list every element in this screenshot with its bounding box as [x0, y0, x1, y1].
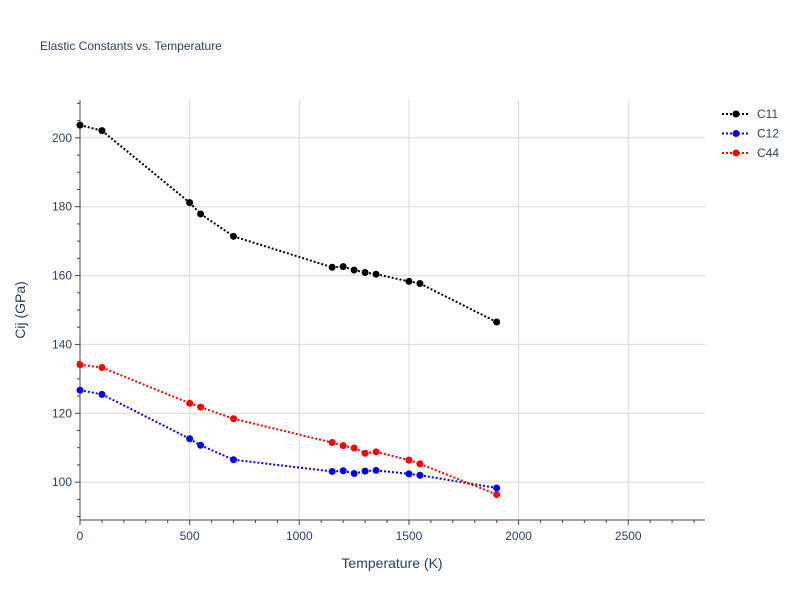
series-line-segment [233, 458, 333, 473]
data-point[interactable] [328, 439, 336, 447]
series-c12 [76, 386, 501, 492]
legend-label: C12 [757, 127, 779, 141]
series-line-segment [200, 213, 235, 238]
legend-label: C11 [757, 107, 778, 121]
y-tick-label: 180 [52, 200, 72, 214]
legend-swatch-marker [732, 130, 740, 137]
data-point[interactable] [230, 456, 238, 464]
series-line-segment [101, 129, 191, 204]
data-point[interactable] [372, 448, 380, 456]
legend-item-c11[interactable]: C11 [722, 107, 778, 121]
series-line-segment [419, 282, 498, 323]
data-point[interactable] [186, 435, 194, 443]
data-point[interactable] [416, 279, 424, 287]
data-point[interactable] [186, 199, 194, 207]
data-point[interactable] [197, 210, 205, 218]
data-point[interactable] [76, 361, 84, 369]
grid [80, 100, 705, 520]
series-line-segment [233, 235, 333, 269]
data-point[interactable] [372, 270, 380, 278]
x-tick-label: 0 [77, 529, 84, 543]
y-tick-label: 160 [52, 269, 72, 283]
legend-swatch-marker [732, 110, 740, 118]
data-point[interactable] [98, 390, 106, 398]
data-point[interactable] [361, 449, 369, 457]
data-point[interactable] [339, 442, 347, 450]
legend-swatch-marker [732, 149, 740, 157]
data-point[interactable] [350, 470, 358, 478]
data-point[interactable] [361, 268, 369, 276]
data-point[interactable] [416, 460, 424, 468]
series-line-segment [101, 393, 191, 440]
data-point[interactable] [76, 121, 84, 129]
series-line-segment [200, 444, 234, 461]
x-tick-label: 500 [180, 529, 200, 543]
series-line-segment [200, 406, 234, 420]
series-line-segment [375, 450, 410, 462]
data-point[interactable] [186, 399, 194, 407]
x-tick-label: 2500 [615, 529, 642, 543]
data-point[interactable] [98, 363, 106, 371]
legend-item-c44[interactable]: C44 [722, 146, 779, 160]
data-point[interactable] [405, 470, 413, 478]
data-point[interactable] [76, 386, 84, 394]
data-point[interactable] [416, 471, 424, 479]
data-point[interactable] [339, 263, 347, 271]
x-tick-label: 2000 [505, 529, 532, 543]
axes: 0 500 1000 1500 2000 2500 100 120 140 160 180 200 [52, 100, 705, 543]
x-tick-label: 1000 [286, 529, 313, 543]
data-point[interactable] [98, 127, 106, 135]
y-tick-label: 100 [52, 475, 72, 489]
y-tick-label: 200 [52, 131, 72, 145]
data-point[interactable] [339, 467, 347, 475]
series-line-segment [375, 273, 410, 283]
data-point[interactable] [350, 266, 358, 274]
legend-label: C44 [757, 146, 779, 160]
plot-area [76, 121, 501, 499]
data-point[interactable] [405, 456, 413, 464]
series-line-segment [419, 474, 497, 489]
series-line-segment [101, 366, 191, 405]
series-line-segment [419, 462, 498, 496]
data-point[interactable] [230, 232, 238, 240]
y-axis-title: Cij (GPa) [12, 281, 28, 339]
chart-title: Elastic Constants vs. Temperature [40, 39, 222, 53]
series-c44 [76, 361, 501, 499]
data-point[interactable] [230, 415, 238, 423]
data-point[interactable] [350, 444, 358, 452]
data-point[interactable] [197, 441, 205, 449]
series-line-segment [233, 417, 333, 444]
legend[interactable]: C11 C12 C44 [722, 107, 779, 160]
data-point[interactable] [493, 484, 501, 492]
series-c11 [76, 121, 501, 326]
data-point[interactable] [372, 466, 380, 474]
data-point[interactable] [328, 263, 336, 271]
data-point[interactable] [328, 467, 336, 475]
data-point[interactable] [493, 318, 501, 326]
y-tick-label: 140 [52, 337, 72, 351]
data-point[interactable] [405, 277, 413, 285]
data-point[interactable] [361, 467, 369, 475]
series-line-segment [375, 469, 410, 475]
x-axis-title: Temperature (K) [341, 555, 442, 571]
data-point[interactable] [197, 403, 205, 411]
x-tick-label: 1500 [396, 529, 423, 543]
data-point[interactable] [493, 491, 501, 499]
y-tick-label: 120 [52, 406, 72, 420]
legend-item-c12[interactable]: C12 [722, 127, 779, 141]
